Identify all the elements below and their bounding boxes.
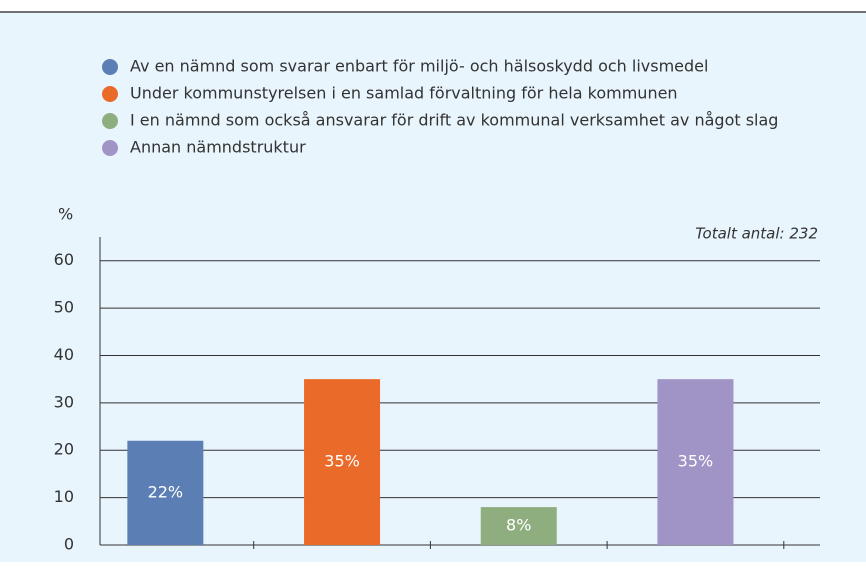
bar [304, 379, 381, 545]
y-tick-label: 50 [54, 298, 74, 317]
legend-marker [102, 113, 118, 129]
bar [657, 379, 734, 545]
legend-label: I en nämnd som också ansvarar för drift … [130, 111, 778, 130]
annotation: Totalt antal: 232 [695, 225, 818, 243]
y-tick-label: 0 [64, 535, 74, 554]
legend-label: Annan nämndstruktur [130, 138, 306, 157]
y-tick-label: 40 [54, 345, 74, 364]
legend-marker [102, 86, 118, 102]
value-label: 22% [148, 482, 184, 501]
legend-label: Under kommunstyrelsen i en samlad förval… [130, 84, 678, 103]
legend-label: Av en nämnd som svarar enbart för miljö-… [130, 57, 708, 76]
legend-marker [102, 59, 118, 75]
y-axis-label: % [58, 205, 73, 224]
y-tick-label: 60 [54, 250, 74, 269]
y-tick-label: 10 [54, 487, 74, 506]
legend-marker [102, 140, 118, 156]
y-tick-label: 30 [54, 392, 74, 411]
value-label: 8% [506, 516, 531, 535]
value-label: 35% [324, 452, 360, 471]
bar [480, 507, 557, 545]
y-tick-label: 20 [54, 440, 74, 459]
bar [127, 440, 204, 545]
value-label: 35% [678, 452, 714, 471]
